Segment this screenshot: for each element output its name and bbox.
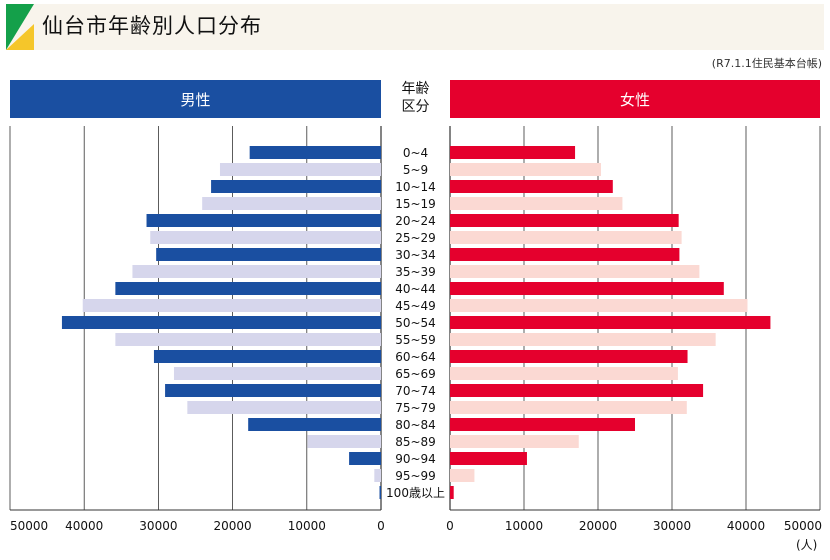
age-label: 25~29	[395, 231, 436, 245]
age-label: 70~74	[395, 384, 436, 398]
male-bar	[153, 350, 381, 363]
female-bar	[450, 333, 716, 346]
tick-label: 40000	[727, 519, 765, 533]
age-header: 年齢 区分	[401, 81, 430, 115]
female-bar	[450, 231, 682, 244]
age-label: 65~69	[395, 367, 436, 381]
title-bar	[6, 4, 824, 50]
age-label: 15~19	[395, 197, 436, 211]
female-bar	[450, 486, 454, 499]
male-bar	[82, 299, 381, 312]
age-label: 90~94	[395, 452, 436, 466]
age-label: 30~34	[395, 248, 436, 262]
female-bar	[450, 214, 679, 227]
male-header: 男性	[10, 80, 381, 118]
age-label: 80~84	[395, 418, 436, 432]
female-bar	[450, 367, 678, 380]
age-label: 20~24	[395, 214, 436, 228]
female-bar	[450, 418, 635, 431]
age-label: 75~79	[395, 401, 436, 415]
male-bar	[150, 231, 381, 244]
male-bar	[249, 146, 381, 159]
tick-label: 30000	[653, 519, 691, 533]
female-bar	[450, 435, 579, 448]
tick-label: 50000	[10, 519, 48, 533]
male-bar	[165, 384, 381, 397]
male-bar	[146, 214, 381, 227]
male-bar	[156, 248, 381, 261]
male-bar	[115, 333, 381, 346]
male-bar	[202, 197, 381, 210]
female-bar	[450, 265, 700, 278]
age-label: 95~99	[395, 469, 436, 483]
male-bar	[173, 367, 381, 380]
female-bar	[450, 197, 623, 210]
unit-label: (人)	[796, 538, 818, 552]
logo-icon	[6, 4, 34, 50]
male-bar	[379, 486, 381, 499]
page-title: 仙台市年齢別人口分布	[42, 14, 262, 38]
tick-label: 0	[377, 519, 385, 533]
age-label: 10~14	[395, 180, 436, 194]
age-label: 60~64	[395, 350, 436, 364]
age-label: 100歳以上	[386, 486, 445, 500]
tick-label: 0	[446, 519, 454, 533]
age-label: 5~9	[403, 163, 428, 177]
male-bar	[61, 316, 381, 329]
tick-label: 10000	[288, 519, 326, 533]
male-bar	[115, 282, 381, 295]
tick-label: 20000	[579, 519, 617, 533]
female-bar	[450, 316, 771, 329]
age-label: 35~39	[395, 265, 436, 279]
female-bar	[450, 401, 687, 414]
female-bar	[450, 163, 601, 176]
age-label: 55~59	[395, 333, 436, 347]
tick-label: 20000	[214, 519, 252, 533]
age-label: 0~4	[403, 146, 428, 160]
female-bar	[450, 452, 527, 465]
tick-label: 10000	[505, 519, 543, 533]
age-label: 85~89	[395, 435, 436, 449]
female-header: 女性	[450, 80, 820, 118]
male-bar	[349, 452, 381, 465]
source-note: (R7.1.1住民基本台帳)	[711, 57, 822, 70]
tick-label: 40000	[65, 519, 103, 533]
male-bar	[248, 418, 381, 431]
female-bar	[450, 248, 680, 261]
female-bar	[450, 146, 576, 159]
tick-label: 30000	[139, 519, 177, 533]
female-bar	[450, 384, 704, 397]
female-bar	[450, 180, 613, 193]
male-bar	[219, 163, 381, 176]
age-label: 45~49	[395, 299, 436, 313]
male-bar	[187, 401, 381, 414]
tick-label: 50000	[784, 519, 822, 533]
female-bar	[450, 469, 475, 482]
male-bar	[307, 435, 381, 448]
female-bar	[450, 299, 748, 312]
age-label: 40~44	[395, 282, 436, 296]
female-bar	[450, 350, 688, 363]
male-bar	[211, 180, 381, 193]
female-bar	[450, 282, 724, 295]
age-label: 50~54	[395, 316, 436, 330]
male-bar	[132, 265, 381, 278]
male-bar	[374, 469, 381, 482]
